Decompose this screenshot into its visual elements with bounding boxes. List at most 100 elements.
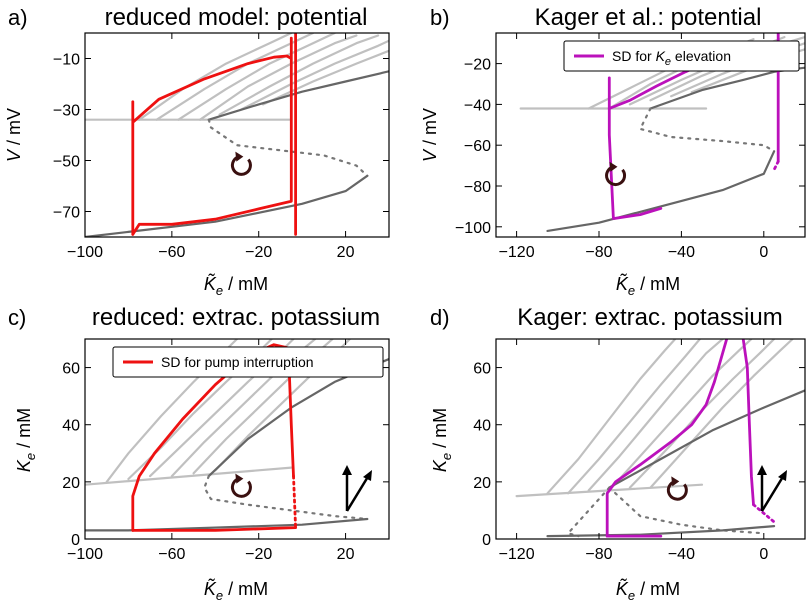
panel-a-ylabel: V / mV	[4, 108, 24, 162]
series-stable-branch-lower	[546, 150, 776, 232]
series-gray-7	[262, 49, 389, 106]
series-gray-6	[649, 339, 794, 489]
panel-a: a) reduced model: potential −100 −60 −20 20…	[4, 4, 390, 298]
panel-a-title: reduced model: potential	[105, 4, 368, 31]
legend: SD for pump interruption	[112, 346, 384, 378]
y-tick-label: −40	[464, 97, 491, 114]
panel-b-xlabel: K̃e / mM	[616, 273, 680, 298]
panel-a-plot: −100 −60 −20 20 −10 −30 −50 −70	[53, 32, 390, 261]
y-tick-label: 60	[473, 361, 491, 378]
legend-box	[563, 40, 800, 72]
panel-letter-a: a)	[8, 5, 28, 30]
panel-d-frame	[495, 338, 806, 540]
series-sd-for-pump-interruption	[131, 36, 293, 236]
panel-d: d) Kager: extrac. potassium −120 −80 −40 0 0…	[430, 304, 806, 603]
series-sd-dotted-tail	[772, 160, 780, 172]
legend-box	[112, 346, 384, 378]
y-tick-label: −30	[53, 103, 80, 120]
panel-b: b) Kager et al.: potential −120 −80 −40 0 −2…	[420, 4, 806, 298]
x-tick-label: −80	[585, 546, 612, 563]
y-tick-label: 40	[62, 418, 80, 435]
legend-label: SD for Ke elevation	[612, 48, 731, 68]
series-gray-6	[240, 39, 389, 111]
y-tick-label: 20	[473, 475, 491, 492]
panel-a-frame	[84, 32, 390, 238]
series-sd-lower	[131, 526, 297, 532]
rotation-arrow-icon	[230, 151, 252, 176]
series-sd-dotted	[752, 503, 776, 524]
series-sd-dotted	[292, 474, 297, 529]
panel-d-title: Kager: extrac. potassium	[517, 304, 782, 331]
panel-b-ylabel: V / mV	[420, 108, 440, 162]
x-tick-label: −60	[158, 244, 185, 261]
x-tick-label: −100	[67, 244, 103, 261]
y-tick-label: −10	[53, 52, 80, 69]
panel-b-plot: −120 −80 −40 0 −20 −40 −60 −80 −100 SD for Ke ele…	[455, 32, 806, 261]
rotation-arrow-icon	[230, 473, 252, 498]
panel-letter-c: c)	[8, 305, 26, 330]
x-tick-label: −40	[668, 244, 695, 261]
series-stable-branch-lower	[85, 517, 369, 532]
x-tick-label: −20	[245, 546, 272, 563]
y-tick-label: −50	[53, 154, 80, 171]
series-unstable-branch	[203, 475, 369, 521]
y-tick-label: −70	[53, 205, 80, 222]
panel-c-ylabel: Ke / mM	[14, 408, 38, 472]
legend-label: SD for pump interruption	[161, 354, 314, 370]
series-unstable-branch	[639, 107, 776, 153]
series-gray-3	[177, 33, 336, 121]
panel-d-xlabel: K̃e / mM	[616, 578, 680, 603]
panel-c-xlabel: K̃e / mM	[204, 578, 268, 603]
panel-d-plot: −120 −80 −40 0 0 20 40 60	[473, 338, 806, 563]
y-tick-label: 60	[62, 361, 80, 378]
series-sd-return	[741, 339, 755, 507]
direction-arrows-icon	[342, 465, 372, 512]
series-stable-branch-lower	[85, 174, 369, 237]
y-tick-label: −60	[464, 138, 491, 155]
x-tick-label: −40	[668, 546, 695, 563]
y-tick-label: −80	[464, 179, 491, 196]
x-tick-label: −120	[499, 244, 535, 261]
series-gray-4	[608, 339, 753, 492]
series-stable-branch-upper	[207, 70, 389, 121]
series-gray-2	[567, 339, 701, 495]
x-tick-label: 0	[759, 244, 768, 261]
panel-c: c) reduced: extrac. potassium −100 −60 −20…	[8, 304, 390, 603]
x-tick-label: −60	[158, 546, 185, 563]
series-gray-1	[546, 339, 677, 495]
series-sd-for-k-e-elevation	[605, 339, 729, 538]
panel-a-series-group	[85, 33, 389, 237]
series-gray-1	[138, 33, 293, 121]
panel-d-ylabel: Ke / mM	[430, 408, 454, 472]
series-gray-5	[218, 34, 380, 116]
y-tick-label: 40	[473, 418, 491, 435]
panel-c-title: reduced: extrac. potassium	[92, 304, 380, 331]
series-gray-3	[587, 339, 724, 492]
x-tick-label: −120	[499, 546, 535, 563]
x-tick-label: −80	[585, 244, 612, 261]
series-gray-baseline	[85, 466, 293, 486]
legend: SD for Ke elevation	[563, 40, 800, 72]
series-stable-branch-upper	[608, 389, 805, 489]
panel-d-series-group	[515, 339, 805, 538]
panel-letter-d: d)	[430, 305, 450, 330]
rotation-arrow-icon	[605, 161, 626, 187]
x-tick-label: 0	[759, 546, 768, 563]
panel-c-frame	[84, 338, 390, 540]
direction-arrows-icon	[757, 465, 787, 512]
panel-letter-b: b)	[430, 5, 450, 30]
rotation-arrow-icon	[666, 476, 688, 501]
series-sd-for-k-e-elevation	[607, 76, 663, 220]
x-tick-label: −100	[67, 546, 103, 563]
panel-c-plot: −100 −60 −20 20 0 20 40 60 SD for pump interrupt…	[62, 338, 390, 563]
panel-b-title: Kager et al.: potential	[535, 4, 762, 31]
y-tick-label: 0	[71, 532, 80, 549]
y-tick-label: 20	[62, 475, 80, 492]
x-tick-label: 20	[337, 244, 355, 261]
series-unstable-branch	[207, 118, 369, 177]
panel-a-xlabel: K̃e / mM	[204, 273, 268, 298]
y-tick-label: −20	[464, 57, 491, 74]
x-tick-label: −20	[245, 244, 272, 261]
series-gray-6	[214, 339, 351, 472]
